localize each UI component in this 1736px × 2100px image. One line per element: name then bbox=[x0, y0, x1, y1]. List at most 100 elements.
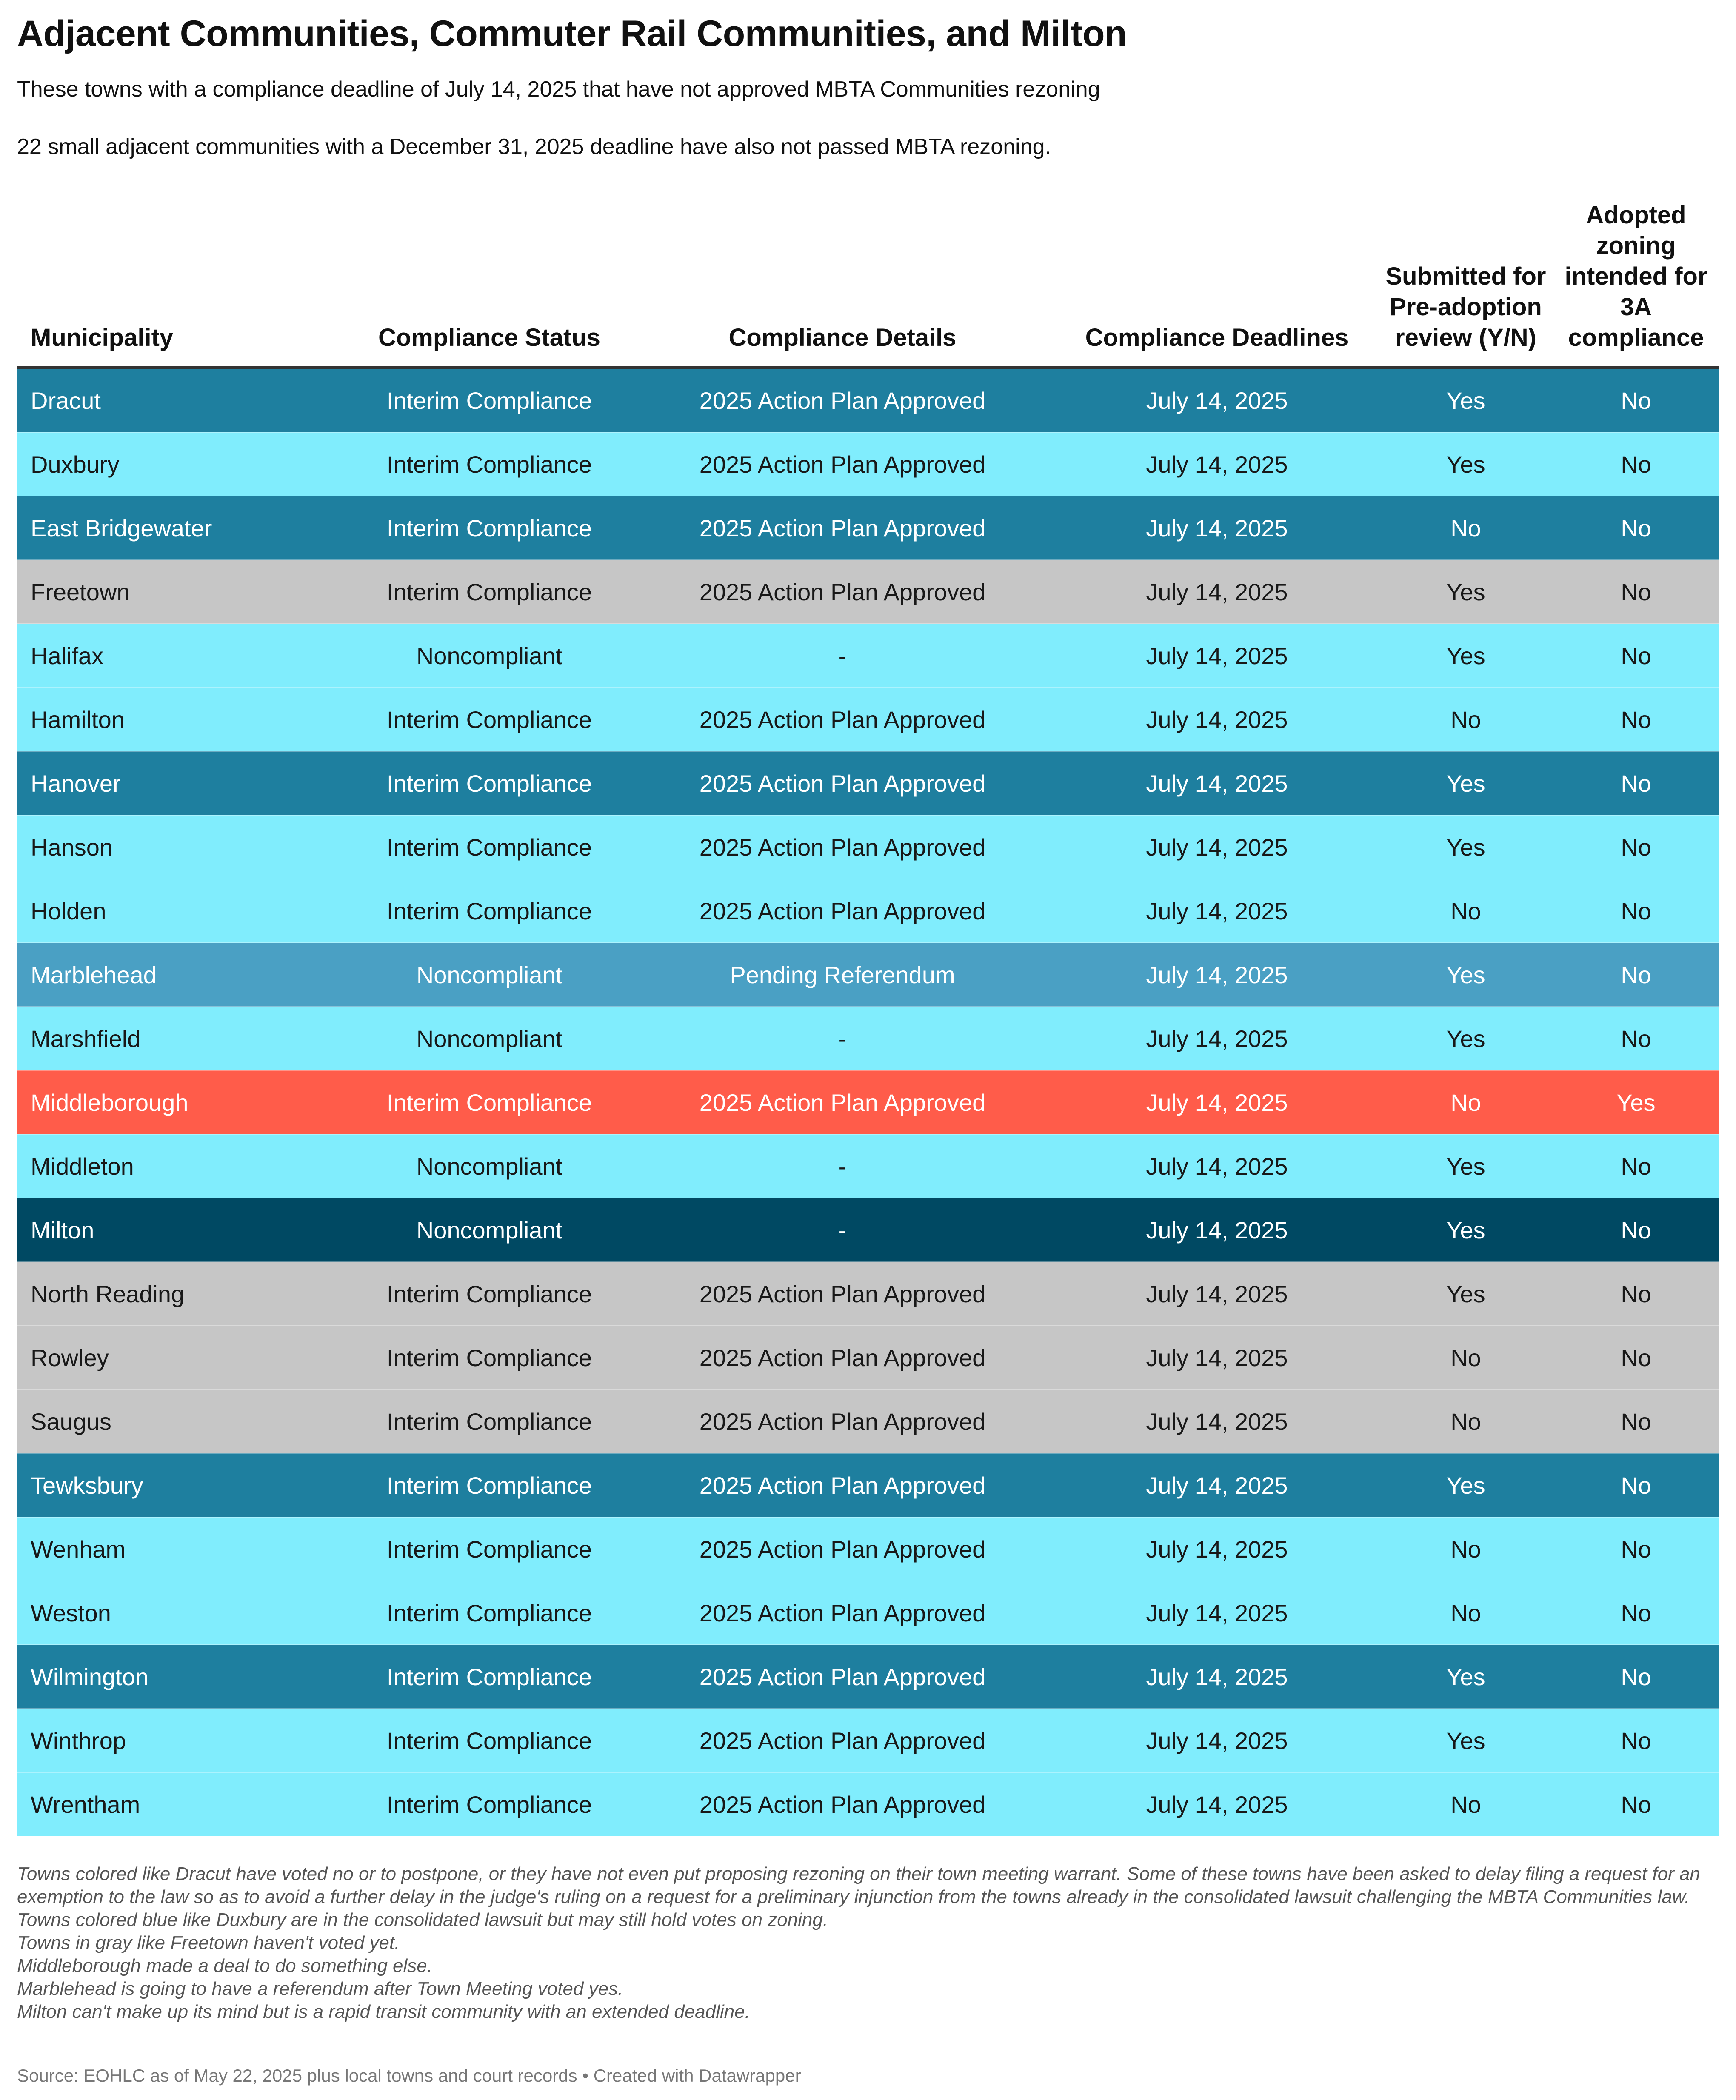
cell-pre-adoption-review: Yes bbox=[1379, 1007, 1553, 1071]
table-row: East Bridgewater Interim Compliance 2025 A… bbox=[17, 496, 1719, 560]
column-header-adopted-zoning[interactable]: Adopted zoning intended for 3A complianc… bbox=[1553, 200, 1719, 369]
footnote-line: Towns colored blue like Duxbury are in t… bbox=[17, 1909, 828, 1930]
column-header-municipality[interactable]: Municipality bbox=[17, 200, 349, 369]
cell-compliance-details: 2025 Action Plan Approved bbox=[630, 1326, 1055, 1390]
cell-compliance-details: 2025 Action Plan Approved bbox=[630, 1517, 1055, 1581]
cell-compliance-deadline: July 14, 2025 bbox=[1055, 1581, 1379, 1645]
cell-compliance-details: 2025 Action Plan Approved bbox=[630, 751, 1055, 816]
cell-municipality: Halifax bbox=[17, 624, 349, 688]
cell-compliance-details: 2025 Action Plan Approved bbox=[630, 1070, 1055, 1135]
column-header-compliance-details[interactable]: Compliance Details bbox=[630, 200, 1055, 369]
cell-compliance-deadline: July 14, 2025 bbox=[1055, 1007, 1379, 1071]
cell-pre-adoption-review: Yes bbox=[1379, 751, 1553, 816]
cell-compliance-details: 2025 Action Plan Approved bbox=[630, 496, 1055, 560]
cell-compliance-status: Interim Compliance bbox=[349, 1772, 630, 1837]
footnote-line: Milton can't make up its mind but is a r… bbox=[17, 2001, 750, 2022]
cell-pre-adoption-review: No bbox=[1379, 1581, 1553, 1645]
cell-compliance-details: 2025 Action Plan Approved bbox=[630, 1772, 1055, 1837]
cell-municipality: Wilmington bbox=[17, 1645, 349, 1709]
cell-pre-adoption-review: No bbox=[1379, 496, 1553, 560]
cell-compliance-details: - bbox=[630, 1198, 1055, 1262]
cell-compliance-details: 2025 Action Plan Approved bbox=[630, 688, 1055, 752]
cell-compliance-details: 2025 Action Plan Approved bbox=[630, 560, 1055, 624]
cell-pre-adoption-review: Yes bbox=[1379, 560, 1553, 624]
table-row: Weston Interim Compliance 2025 Action Plan… bbox=[17, 1581, 1719, 1645]
cell-municipality: Winthrop bbox=[17, 1709, 349, 1773]
table-header-row: Municipality Compliance Status Complianc… bbox=[17, 200, 1719, 369]
cell-pre-adoption-review: Yes bbox=[1379, 1262, 1553, 1326]
cell-compliance-deadline: July 14, 2025 bbox=[1055, 688, 1379, 752]
cell-compliance-status: Interim Compliance bbox=[349, 688, 630, 752]
footnote-line: Marblehead is going to have a referendum… bbox=[17, 1978, 623, 1999]
cell-compliance-details: 2025 Action Plan Approved bbox=[630, 1453, 1055, 1518]
table-row: Holden Interim Compliance 2025 Action Plan… bbox=[17, 879, 1719, 943]
cell-compliance-deadline: July 14, 2025 bbox=[1055, 943, 1379, 1007]
table-row: Milton Noncompliant - July 14, 2025 Yes No bbox=[17, 1198, 1719, 1262]
table-row: Saugus Interim Compliance 2025 Action Plan… bbox=[17, 1390, 1719, 1454]
cell-municipality: Marshfield bbox=[17, 1007, 349, 1071]
cell-adopted-zoning: No bbox=[1553, 560, 1719, 624]
cell-compliance-deadline: July 14, 2025 bbox=[1055, 367, 1379, 433]
column-header-compliance-status[interactable]: Compliance Status bbox=[349, 200, 630, 369]
cell-pre-adoption-review: Yes bbox=[1379, 1198, 1553, 1262]
cell-compliance-deadline: July 14, 2025 bbox=[1055, 1772, 1379, 1837]
cell-adopted-zoning: No bbox=[1553, 1134, 1719, 1198]
cell-compliance-status: Interim Compliance bbox=[349, 1453, 630, 1518]
cell-compliance-deadline: July 14, 2025 bbox=[1055, 1517, 1379, 1581]
column-header-pre-adoption-review[interactable]: Submitted for Pre-adoption review (Y/N) bbox=[1379, 200, 1553, 369]
cell-compliance-details: 2025 Action Plan Approved bbox=[630, 1709, 1055, 1773]
cell-compliance-details: - bbox=[630, 1007, 1055, 1071]
cell-pre-adoption-review: Yes bbox=[1379, 367, 1553, 433]
cell-compliance-status: Interim Compliance bbox=[349, 879, 630, 943]
table-row: Duxbury Interim Compliance 2025 Action Pla… bbox=[17, 432, 1719, 496]
cell-compliance-deadline: July 14, 2025 bbox=[1055, 624, 1379, 688]
cell-adopted-zoning: No bbox=[1553, 624, 1719, 688]
cell-pre-adoption-review: Yes bbox=[1379, 943, 1553, 1007]
table-row: Hamilton Interim Compliance 2025 Action Pl… bbox=[17, 688, 1719, 752]
table-row: Marshfield Noncompliant - July 14, 2025 Yes N… bbox=[17, 1007, 1719, 1071]
cell-pre-adoption-review: No bbox=[1379, 1390, 1553, 1454]
compliance-table: Municipality Compliance Status Complianc… bbox=[17, 200, 1719, 1837]
cell-compliance-status: Interim Compliance bbox=[349, 1517, 630, 1581]
cell-municipality: Weston bbox=[17, 1581, 349, 1645]
table-row: Wenham Interim Compliance 2025 Action Plan… bbox=[17, 1517, 1719, 1581]
cell-municipality: Hanson bbox=[17, 815, 349, 879]
cell-compliance-status: Interim Compliance bbox=[349, 1070, 630, 1135]
cell-compliance-deadline: July 14, 2025 bbox=[1055, 1390, 1379, 1454]
cell-compliance-status: Interim Compliance bbox=[349, 1581, 630, 1645]
cell-compliance-details: 2025 Action Plan Approved bbox=[630, 1581, 1055, 1645]
cell-pre-adoption-review: Yes bbox=[1379, 1453, 1553, 1518]
cell-compliance-deadline: July 14, 2025 bbox=[1055, 1262, 1379, 1326]
cell-adopted-zoning: No bbox=[1553, 943, 1719, 1007]
cell-compliance-details: 2025 Action Plan Approved bbox=[630, 815, 1055, 879]
cell-compliance-deadline: July 14, 2025 bbox=[1055, 1645, 1379, 1709]
cell-compliance-deadline: July 14, 2025 bbox=[1055, 815, 1379, 879]
cell-compliance-status: Interim Compliance bbox=[349, 1390, 630, 1454]
column-header-compliance-deadlines[interactable]: Compliance Deadlines bbox=[1055, 200, 1379, 369]
cell-compliance-deadline: July 14, 2025 bbox=[1055, 496, 1379, 560]
cell-compliance-status: Interim Compliance bbox=[349, 432, 630, 496]
cell-compliance-status: Interim Compliance bbox=[349, 1709, 630, 1773]
table-row: Halifax Noncompliant - July 14, 2025 Yes No bbox=[17, 624, 1719, 688]
table-row: North Reading Interim Compliance 2025 Acti… bbox=[17, 1262, 1719, 1326]
cell-compliance-details: 2025 Action Plan Approved bbox=[630, 432, 1055, 496]
cell-compliance-details: 2025 Action Plan Approved bbox=[630, 1262, 1055, 1326]
table-body: Dracut Interim Compliance 2025 Action Plan… bbox=[17, 367, 1719, 1837]
table-row: Rowley Interim Compliance 2025 Action Plan… bbox=[17, 1326, 1719, 1390]
cell-compliance-details: - bbox=[630, 1134, 1055, 1198]
table-row: Dracut Interim Compliance 2025 Action Plan… bbox=[17, 367, 1719, 433]
footnote-line: Towns in gray like Freetown haven't vote… bbox=[17, 1932, 400, 1953]
cell-municipality: Hanover bbox=[17, 751, 349, 816]
cell-municipality: East Bridgewater bbox=[17, 496, 349, 560]
cell-compliance-details: 2025 Action Plan Approved bbox=[630, 1390, 1055, 1454]
cell-compliance-status: Noncompliant bbox=[349, 1134, 630, 1198]
cell-pre-adoption-review: Yes bbox=[1379, 624, 1553, 688]
cell-compliance-status: Interim Compliance bbox=[349, 751, 630, 816]
cell-adopted-zoning: No bbox=[1553, 1198, 1719, 1262]
cell-compliance-deadline: July 14, 2025 bbox=[1055, 560, 1379, 624]
cell-compliance-details: - bbox=[630, 624, 1055, 688]
table-row: Middleton Noncompliant - July 14, 2025 Yes No bbox=[17, 1134, 1719, 1198]
cell-adopted-zoning: No bbox=[1553, 496, 1719, 560]
cell-municipality: Milton bbox=[17, 1198, 349, 1262]
